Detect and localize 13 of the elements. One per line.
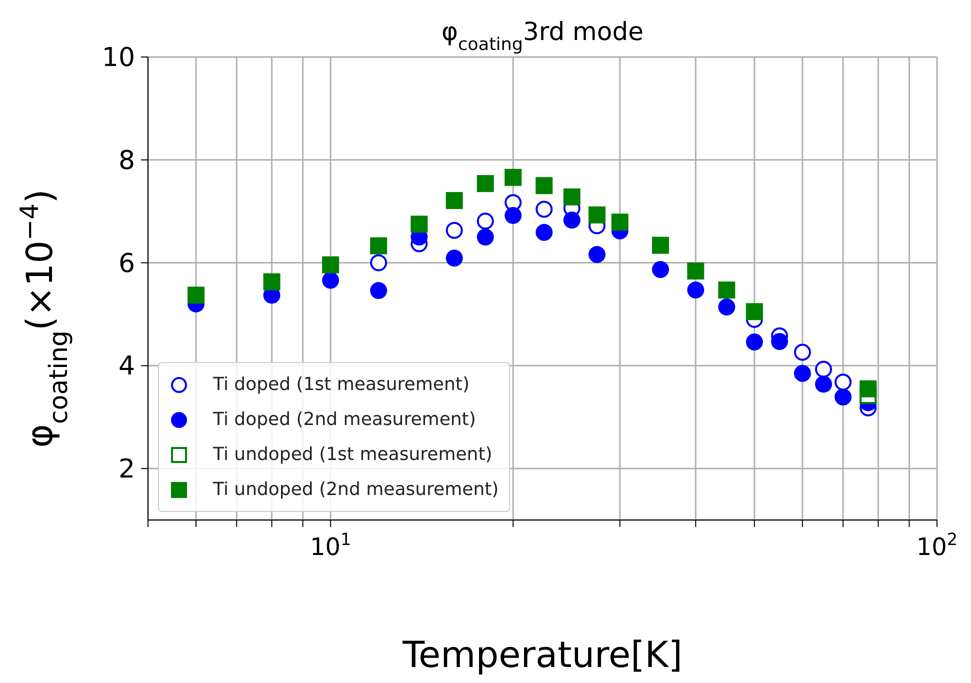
legend-label: Ti doped (2nd measurement) — [213, 409, 476, 430]
y-tick-label: 4 — [118, 352, 135, 382]
y-tick-label: 10 — [102, 43, 135, 73]
y-tick-label: 6 — [118, 248, 135, 279]
legend-label: Ti doped (1st measurement) — [213, 374, 470, 395]
x-tick-label: 10$^{1}$ — [310, 529, 352, 561]
legend-label: Ti undoped (2nd measurement) — [213, 479, 499, 500]
y-tick-label: 2 — [118, 454, 135, 485]
chart-title: φ$_{coating}$3rd mode — [442, 17, 644, 55]
x-axis-title: Temperature[K] — [402, 635, 682, 676]
y-tick-label: 8 — [118, 146, 135, 176]
legend-label: Ti undoped (1st measurement) — [213, 444, 492, 465]
x-tick-label: 10$^{2}$ — [916, 529, 958, 561]
